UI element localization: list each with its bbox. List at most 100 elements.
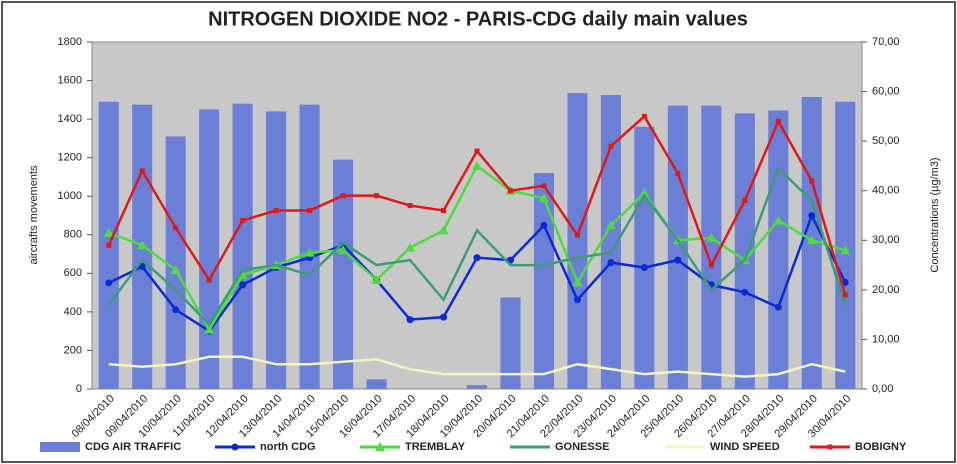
y-tick-label: 800 [64, 229, 82, 241]
y2-tick-label: 0,00 [872, 383, 893, 395]
point [808, 212, 816, 219]
point [708, 262, 714, 268]
bar [199, 109, 220, 389]
line [108, 355, 846, 378]
y2-tick-label: 50,00 [872, 135, 900, 147]
point [371, 274, 382, 284]
bar [567, 93, 588, 389]
bar [701, 105, 722, 389]
bar [600, 95, 621, 389]
legend-marker [231, 443, 239, 451]
point [841, 278, 849, 286]
point [405, 242, 416, 252]
point [103, 227, 114, 237]
legend-label: CDG AIR TRAFFIC [85, 441, 181, 453]
y-tick-label: 600 [64, 267, 82, 279]
point [472, 160, 482, 170]
y2-tick-label: 70,00 [872, 36, 900, 48]
y2-tick-label: 40,00 [872, 185, 900, 197]
bar [165, 136, 186, 389]
y-tick-label: 200 [64, 344, 82, 356]
point [806, 235, 817, 245]
y-tick-label: 1400 [58, 113, 82, 125]
point [572, 277, 583, 287]
y-tick-label: 400 [64, 306, 82, 318]
bar [533, 173, 554, 389]
bar [667, 105, 688, 389]
bar [333, 159, 354, 389]
y-tick-label: 1800 [58, 36, 82, 48]
point [105, 279, 113, 287]
point [138, 263, 146, 271]
point [639, 188, 650, 198]
y2-tick-label: 20,00 [872, 284, 900, 296]
point [406, 316, 414, 324]
plot-area [91, 41, 863, 390]
point [273, 208, 279, 214]
point [674, 256, 682, 264]
point [773, 215, 784, 225]
point [774, 303, 782, 311]
legend-marker [827, 444, 833, 450]
y-tick-label: 0 [76, 383, 82, 395]
legend-label: TREMBLAY [405, 441, 466, 453]
point [240, 217, 246, 223]
bar [366, 379, 387, 389]
point [742, 198, 748, 204]
y2-tick-label: 30,00 [872, 234, 900, 246]
point [840, 245, 851, 255]
point [204, 324, 215, 334]
point [809, 178, 815, 184]
point [605, 220, 616, 230]
point [675, 170, 681, 176]
point [573, 296, 581, 304]
point [608, 143, 614, 149]
bar [299, 104, 320, 390]
legend-label: WIND SPEED [710, 441, 780, 453]
y2-tick-label: 10,00 [872, 333, 900, 345]
point [473, 254, 481, 262]
y-tick-label: 1000 [58, 190, 82, 202]
point [706, 232, 717, 242]
line [107, 166, 847, 327]
point [775, 118, 781, 124]
point [540, 221, 548, 229]
point [607, 259, 615, 267]
legend-label: north CDG [260, 441, 316, 453]
bar [768, 110, 789, 390]
bar [232, 103, 253, 389]
point [139, 168, 145, 174]
y-tick-label: 1200 [58, 152, 82, 164]
y2-tick-label: 60,00 [872, 85, 900, 97]
point [170, 265, 181, 275]
point [307, 208, 313, 214]
y2-axis-label: Concentrations (µg/m3) [929, 157, 941, 272]
point [173, 225, 179, 231]
point [538, 193, 549, 203]
legend-label: GONESSE [555, 441, 609, 453]
point [574, 232, 580, 238]
legend-label: BOBIGNY [855, 441, 907, 453]
bar [500, 297, 521, 389]
point [340, 193, 346, 199]
bar [734, 113, 755, 390]
point [137, 240, 148, 250]
point [237, 269, 248, 279]
point [440, 313, 448, 321]
point [640, 264, 648, 272]
point [172, 306, 180, 314]
point [206, 277, 212, 283]
point [374, 193, 380, 199]
y-tick-label: 1600 [58, 74, 82, 86]
point [106, 242, 112, 248]
point [239, 281, 247, 289]
chart-title: NITROGEN DIOXIDE NO2 - PARIS-CDG daily m… [208, 8, 748, 30]
point [304, 247, 315, 257]
legend-marker [375, 442, 385, 451]
point [507, 188, 513, 194]
y-axis-label: aircrafts movements [28, 165, 40, 265]
bar [266, 111, 287, 390]
bar [634, 126, 655, 390]
